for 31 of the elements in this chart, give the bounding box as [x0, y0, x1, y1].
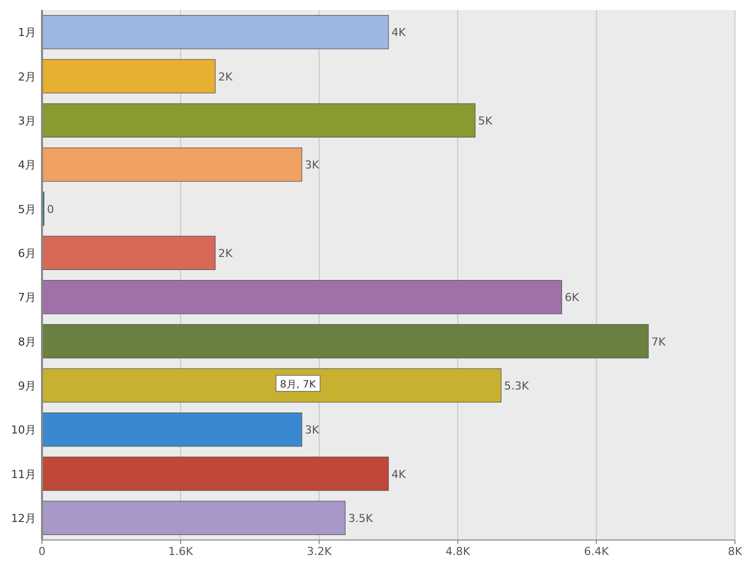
data-label: 4K — [392, 26, 406, 40]
y-tick-label: 12月 — [11, 512, 36, 525]
y-tick-label: 9月 — [18, 379, 36, 392]
annotation: 8月, 7K — [280, 379, 316, 390]
x-tick-label: 8K — [728, 545, 743, 558]
y-tick-label: 8月 — [18, 335, 36, 348]
y-tick-label: 6月 — [18, 246, 36, 260]
y-tick-label: 11月 — [11, 468, 36, 481]
data-label: 4K — [392, 468, 406, 481]
y-tick-label: 2月 — [18, 70, 36, 84]
y-tick-label: 3月 — [18, 114, 36, 128]
x-tick-label: 0 — [38, 545, 46, 558]
x-tick-label: 6.4K — [584, 545, 610, 558]
y-tick-label: 10月 — [11, 424, 36, 437]
data-label: 5.3K — [504, 379, 530, 392]
data-label: 3.5K — [348, 512, 374, 525]
data-label: 5K — [478, 114, 494, 128]
data-label: 2K — [218, 70, 234, 84]
data-label: 2K — [218, 246, 234, 260]
data-label: 0 — [47, 202, 54, 216]
y-tick-label: 7月 — [18, 291, 36, 304]
y-tick-label: 1月 — [18, 26, 36, 40]
data-label: 3K — [304, 424, 320, 437]
data-label: 3K — [304, 158, 320, 172]
data-label: 7K — [651, 335, 666, 348]
x-tick-label: 1.6K — [168, 545, 194, 558]
y-tick-label: 4月 — [18, 158, 36, 172]
x-tick-label: 3.2K — [306, 545, 332, 558]
data-label: 6K — [564, 291, 580, 304]
y-tick-label: 5月 — [18, 202, 36, 216]
x-tick-label: 4.8K — [445, 545, 471, 558]
